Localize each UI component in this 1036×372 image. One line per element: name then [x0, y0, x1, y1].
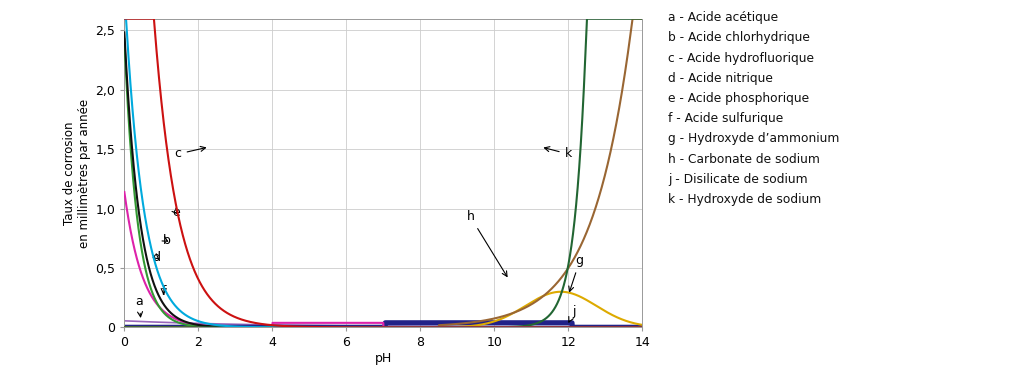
X-axis label: pH: pH	[375, 352, 392, 365]
Text: f: f	[162, 285, 166, 298]
Text: c: c	[175, 147, 205, 160]
Text: e: e	[172, 206, 180, 219]
Text: h: h	[466, 211, 507, 276]
Text: g: g	[569, 254, 583, 292]
Text: a - Acide acétique
b - Acide chlorhydrique
c - Acide hydrofluorique
d - Acide ni: a - Acide acétique b - Acide chlorhydriq…	[668, 11, 839, 206]
Text: d: d	[152, 251, 161, 264]
Y-axis label: Taux de corrosion
en millimètres par année: Taux de corrosion en millimètres par ann…	[63, 99, 91, 247]
Text: a: a	[135, 295, 143, 317]
Text: j: j	[569, 305, 576, 322]
Text: b: b	[162, 234, 171, 247]
Text: k: k	[545, 147, 572, 160]
